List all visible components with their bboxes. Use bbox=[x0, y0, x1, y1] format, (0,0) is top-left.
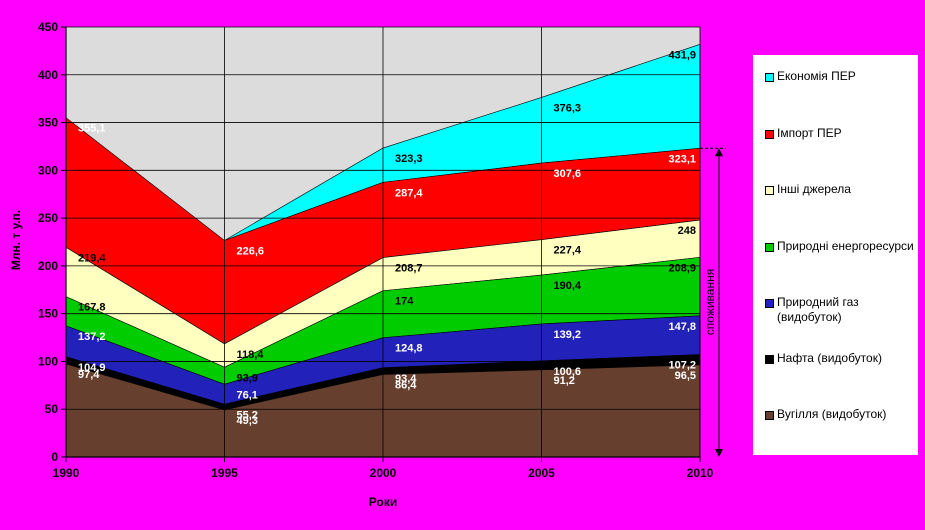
legend-item-імпорт-пер: Імпорт ПЕР bbox=[765, 126, 842, 141]
data-label: 190,4 bbox=[554, 280, 582, 292]
x-axis-title: Роки bbox=[369, 495, 397, 509]
legend-swatch bbox=[765, 73, 774, 82]
legend-swatch bbox=[765, 355, 774, 364]
data-label: 355,1 bbox=[78, 123, 106, 135]
data-label: 219,4 bbox=[78, 252, 106, 264]
y-tick-label: 300 bbox=[38, 163, 58, 177]
legend: Економія ПЕР Імпорт ПЕР Інші джерела Природ… bbox=[753, 55, 918, 455]
legend-label: Природні енергоресурси bbox=[777, 239, 914, 253]
data-label: 100,6 bbox=[554, 366, 582, 378]
legend-label: Імпорт ПЕР bbox=[777, 126, 842, 140]
data-label: 323,1 bbox=[668, 153, 696, 165]
data-label: 96,5 bbox=[675, 370, 696, 382]
data-label: 307,6 bbox=[554, 168, 582, 180]
legend-label: Вугілля (видобуток) bbox=[777, 407, 887, 421]
legend-item-інші-джерела: Інші джерела bbox=[765, 182, 851, 197]
legend-item-природні-енергоресурси: Природні енергоресурси bbox=[765, 239, 914, 254]
y-tick-label: 450 bbox=[38, 20, 58, 34]
y-tick-label: 150 bbox=[38, 307, 58, 321]
legend-item-економія-пер: Економія ПЕР bbox=[765, 69, 856, 84]
axes bbox=[61, 26, 701, 462]
bracket-arrow-up bbox=[715, 148, 723, 157]
data-label: 139,2 bbox=[554, 329, 582, 341]
legend-swatch bbox=[765, 186, 774, 195]
y-tick-label: 100 bbox=[38, 354, 58, 368]
data-label: 107,2 bbox=[668, 360, 696, 372]
legend-item-природний-газ-видобуток: Природний газ (видобуток) bbox=[765, 295, 918, 325]
data-label: 93,9 bbox=[237, 372, 258, 384]
data-label: 93,4 bbox=[395, 373, 417, 385]
legend-label: Економія ПЕР bbox=[777, 69, 856, 83]
data-label: 147,8 bbox=[668, 321, 696, 333]
data-label: 287,4 bbox=[395, 187, 423, 199]
y-tick-label: 400 bbox=[38, 68, 58, 82]
data-label: 86,4 bbox=[395, 379, 417, 391]
legend-item-нафта-видобуток: Нафта (видобуток) bbox=[765, 351, 882, 366]
bracket-label: споживання bbox=[703, 269, 717, 335]
tick-labels: 0 50 100 150 200 250 300 350 400 450 1990 1995 2000 2… bbox=[38, 20, 714, 480]
y-tick-label: 200 bbox=[38, 259, 58, 273]
data-labels: 97,4 49,3 86,4 91,2 96,5 104,9 55,2 93,4 100,6 10… bbox=[78, 49, 696, 427]
data-label: 208,7 bbox=[395, 263, 423, 275]
x-tick-label: 2010 bbox=[687, 466, 714, 480]
data-label: 76,1 bbox=[237, 389, 258, 401]
x-tick-label: 2005 bbox=[528, 466, 555, 480]
y-axis-title: Млн. т у.п. bbox=[9, 210, 23, 270]
x-tick-label: 1990 bbox=[53, 466, 80, 480]
data-label: 227,4 bbox=[554, 245, 582, 257]
y-tick-label: 350 bbox=[38, 116, 58, 130]
x-tick-label: 1995 bbox=[211, 466, 238, 480]
data-label: 118,4 bbox=[237, 349, 265, 361]
gridlines bbox=[66, 26, 701, 457]
data-label: 55,2 bbox=[237, 409, 258, 421]
data-label: 376,3 bbox=[554, 102, 582, 114]
data-label: 248 bbox=[678, 225, 696, 237]
y-tick-label: 50 bbox=[45, 402, 59, 416]
legend-label: Нафта (видобуток) bbox=[777, 351, 882, 365]
data-label: 226,6 bbox=[237, 245, 265, 257]
legend-swatch bbox=[765, 299, 774, 308]
data-label: 91,2 bbox=[554, 375, 575, 387]
data-label: 431,9 bbox=[668, 49, 696, 61]
legend-label: Природний газ (видобуток) bbox=[777, 295, 859, 324]
legend-item-вугілля-видобуток: Вугілля (видобуток) bbox=[765, 407, 886, 422]
y-tick-label: 0 bbox=[51, 450, 58, 464]
legend-swatch bbox=[765, 243, 774, 252]
bracket-arrow-down bbox=[715, 449, 723, 457]
data-label: 323,3 bbox=[395, 153, 423, 165]
x-tick-label: 2000 bbox=[370, 466, 397, 480]
data-label: 137,2 bbox=[78, 331, 106, 343]
data-label: 104,9 bbox=[78, 362, 106, 374]
y-tick-label: 250 bbox=[38, 211, 58, 225]
legend-swatch bbox=[765, 130, 774, 139]
data-label: 174 bbox=[395, 296, 414, 308]
data-label: 97,4 bbox=[78, 369, 100, 381]
data-label: 208,9 bbox=[668, 262, 696, 274]
data-label: 124,8 bbox=[395, 343, 423, 355]
data-label: 167,8 bbox=[78, 302, 106, 314]
data-label: 49,3 bbox=[237, 415, 258, 427]
legend-swatch bbox=[765, 411, 774, 420]
legend-label: Інші джерела bbox=[777, 182, 851, 196]
consumption-bracket bbox=[700, 147, 726, 457]
